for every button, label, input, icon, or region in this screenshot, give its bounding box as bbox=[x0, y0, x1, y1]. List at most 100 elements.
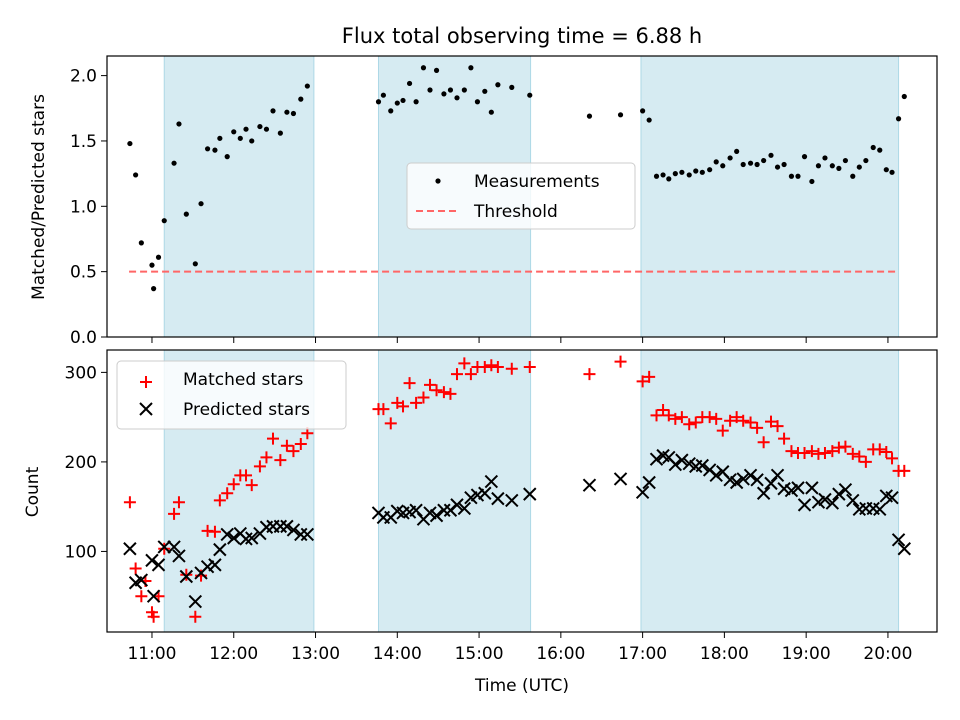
predicted-stars-point bbox=[300, 527, 315, 542]
matched-stars-point bbox=[669, 412, 682, 425]
measurement-point bbox=[727, 155, 733, 161]
matched-stars-point bbox=[744, 416, 757, 429]
measurement-point bbox=[380, 92, 386, 98]
matched-stars-point bbox=[898, 464, 911, 477]
matched-stars-point bbox=[643, 370, 656, 383]
predicted-stars-point bbox=[179, 569, 194, 584]
predicted-stars-point bbox=[172, 549, 186, 563]
measurement-point bbox=[768, 152, 774, 158]
matched-stars-point bbox=[818, 446, 831, 459]
legend-matched-label: Matched stars bbox=[183, 370, 303, 390]
predicted-stars-point bbox=[729, 475, 744, 490]
measurement-point bbox=[249, 138, 255, 144]
measurement-point bbox=[850, 173, 856, 179]
matched-stars-point bbox=[683, 418, 696, 431]
matched-stars-point bbox=[245, 479, 258, 492]
measurement-point bbox=[212, 147, 218, 153]
predicted-stars-point bbox=[613, 472, 628, 486]
measurement-point bbox=[720, 163, 726, 169]
matched-stars-point bbox=[523, 361, 536, 374]
measurement-point bbox=[161, 218, 167, 224]
measurement-point bbox=[231, 129, 237, 135]
matched-stars-point bbox=[221, 487, 234, 500]
top-y-tick-label: 0.0 bbox=[70, 328, 97, 348]
matched-stars-point bbox=[730, 411, 743, 424]
predicted-stars-point bbox=[770, 468, 785, 483]
matched-stars-point bbox=[294, 438, 307, 450]
measurement-point bbox=[495, 82, 501, 88]
bottom-y-tick-label: 200 bbox=[65, 453, 97, 473]
matched-stars-point bbox=[129, 562, 142, 575]
matched-stars-point bbox=[478, 361, 491, 374]
measurement-point bbox=[707, 167, 713, 173]
matched-stars-point bbox=[444, 387, 457, 400]
top-y-axis-label: Matched/Predicted stars bbox=[29, 94, 49, 300]
measurement-point bbox=[133, 172, 139, 178]
measurement-point bbox=[646, 117, 652, 123]
legend-x-marker bbox=[139, 402, 153, 416]
matched-stars-point bbox=[240, 469, 253, 482]
measurement-point bbox=[774, 164, 781, 170]
matched-stars-point bbox=[771, 420, 784, 433]
predicted-stars-point bbox=[245, 531, 259, 545]
matched-stars-point bbox=[650, 409, 663, 422]
predicted-stars-point bbox=[825, 496, 840, 510]
top-y-tick-label: 0.5 bbox=[70, 263, 97, 283]
predicted-stars-point bbox=[756, 486, 771, 500]
measurement-point bbox=[863, 157, 869, 164]
predicted-stars-point bbox=[134, 573, 149, 587]
top-y-tick-label: 2.0 bbox=[70, 67, 97, 87]
measurement-point bbox=[672, 171, 678, 177]
matched-stars-point bbox=[417, 391, 430, 404]
measurement-point bbox=[836, 165, 842, 171]
matched-stars-point bbox=[180, 568, 193, 581]
matched-stars-point bbox=[636, 375, 649, 388]
measurement-point bbox=[461, 87, 467, 93]
predicted-stars-point bbox=[832, 487, 846, 501]
predicted-stars-point bbox=[675, 453, 689, 467]
top-observing-band bbox=[163, 55, 315, 338]
measurement-point bbox=[375, 99, 382, 105]
measurement-point bbox=[660, 172, 666, 178]
matched-stars-point bbox=[859, 455, 872, 468]
measurement-point bbox=[788, 173, 795, 179]
measurement-point bbox=[447, 87, 454, 93]
predicted-stars-point bbox=[409, 503, 423, 517]
x-tick-label: 15:00 bbox=[455, 644, 504, 664]
matched-stars-point bbox=[614, 355, 627, 368]
measurement-point bbox=[877, 147, 883, 153]
measurement-point bbox=[734, 148, 740, 155]
predicted-stars-point bbox=[582, 478, 597, 492]
predicted-stars-point bbox=[213, 542, 227, 557]
x-tick-label: 18:00 bbox=[700, 644, 749, 664]
measurement-point bbox=[901, 93, 907, 100]
matched-stars-point bbox=[716, 424, 729, 437]
measurement-point bbox=[454, 95, 460, 101]
legend-threshold-label: Threshold bbox=[473, 202, 558, 222]
measurement-point bbox=[270, 108, 276, 114]
matched-stars-point bbox=[410, 396, 423, 409]
predicted-stars-point bbox=[846, 493, 860, 508]
predicted-stars-point bbox=[897, 542, 911, 556]
measurement-point bbox=[801, 154, 808, 160]
predicted-stars-point bbox=[635, 485, 650, 500]
predicted-stars-point bbox=[797, 498, 812, 512]
predicted-stars-point bbox=[437, 503, 451, 517]
predicted-stars-point bbox=[709, 468, 723, 483]
matched-stars-point bbox=[158, 542, 171, 555]
predicted-stars-point bbox=[668, 457, 683, 472]
matched-stars-point bbox=[880, 446, 893, 459]
predicted-stars-point bbox=[457, 501, 472, 516]
matched-stars-point bbox=[778, 432, 791, 445]
predicted-stars-point bbox=[157, 540, 171, 554]
bottom-axes-frame bbox=[106, 349, 938, 633]
measurement-point bbox=[679, 169, 685, 175]
measurement-point bbox=[586, 113, 593, 119]
predicted-stars-point bbox=[450, 498, 464, 512]
measurement-point bbox=[889, 169, 895, 175]
measurement-point bbox=[474, 99, 481, 105]
measurement-point bbox=[204, 146, 211, 152]
measurement-point bbox=[394, 100, 400, 106]
matched-stars-point bbox=[377, 403, 390, 416]
predicted-stars-point bbox=[818, 492, 832, 507]
